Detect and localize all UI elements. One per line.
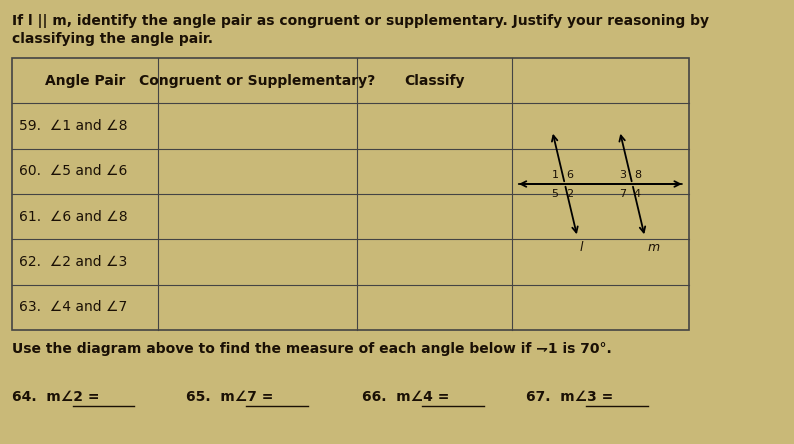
Text: 60.  ∠5 and ∠6: 60. ∠5 and ∠6	[19, 164, 128, 178]
Text: 67.  m∠3 =: 67. m∠3 =	[526, 390, 618, 404]
Text: classifying the angle pair.: classifying the angle pair.	[13, 32, 214, 46]
Text: 1: 1	[552, 170, 558, 179]
Text: 62.  ∠2 and ∠3: 62. ∠2 and ∠3	[19, 255, 128, 269]
Text: 5: 5	[552, 189, 558, 198]
Text: m: m	[648, 241, 660, 254]
Text: 59.  ∠1 and ∠8: 59. ∠1 and ∠8	[19, 119, 128, 133]
Text: 8: 8	[634, 170, 641, 179]
Text: l: l	[580, 241, 584, 254]
Text: Use the diagram above to find the measure of each angle below if ⇁1 is 70°.: Use the diagram above to find the measur…	[13, 342, 612, 356]
Text: 4: 4	[634, 189, 641, 198]
Text: 6: 6	[566, 170, 573, 179]
Text: 64.  m∠2 =: 64. m∠2 =	[13, 390, 105, 404]
Text: 61.  ∠6 and ∠8: 61. ∠6 and ∠8	[19, 210, 128, 224]
Text: 63.  ∠4 and ∠7: 63. ∠4 and ∠7	[19, 300, 128, 314]
Text: 2: 2	[566, 189, 573, 198]
Text: If l || m, identify the angle pair as congruent or supplementary. Justify your r: If l || m, identify the angle pair as co…	[13, 14, 709, 28]
Text: 66.  m∠4 =: 66. m∠4 =	[362, 390, 454, 404]
Bar	[13, 58, 689, 330]
Text: Classify: Classify	[404, 74, 464, 87]
Text: Angle Pair: Angle Pair	[45, 74, 125, 87]
Text: 7: 7	[619, 189, 626, 198]
Text: Congruent or Supplementary?: Congruent or Supplementary?	[140, 74, 376, 87]
Text: 3: 3	[619, 170, 626, 179]
Text: 65.  m∠7 =: 65. m∠7 =	[186, 390, 278, 404]
